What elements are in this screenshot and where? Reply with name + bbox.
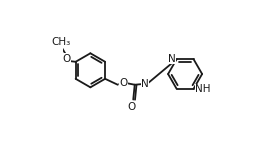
Text: CH₃: CH₃ xyxy=(51,37,70,47)
Text: NH: NH xyxy=(195,85,211,94)
Text: N: N xyxy=(141,79,149,89)
Text: N: N xyxy=(168,54,176,63)
Text: O: O xyxy=(127,103,135,112)
Text: O: O xyxy=(119,78,128,87)
Text: O: O xyxy=(63,54,71,64)
